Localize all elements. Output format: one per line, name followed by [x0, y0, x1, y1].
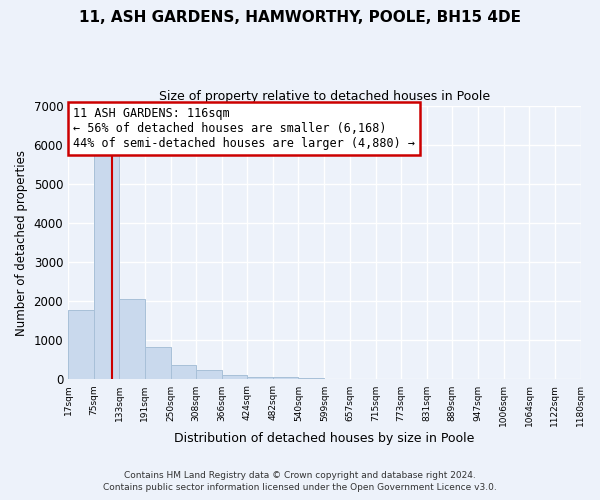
- Y-axis label: Number of detached properties: Number of detached properties: [15, 150, 28, 336]
- Bar: [196, 370, 222, 380]
- Text: 11, ASH GARDENS, HAMWORTHY, POOLE, BH15 4DE: 11, ASH GARDENS, HAMWORTHY, POOLE, BH15 …: [79, 10, 521, 25]
- Bar: [171, 365, 196, 380]
- Bar: [298, 378, 325, 380]
- X-axis label: Distribution of detached houses by size in Poole: Distribution of detached houses by size …: [174, 432, 475, 445]
- Bar: [119, 299, 145, 380]
- Bar: [145, 347, 171, 380]
- Title: Size of property relative to detached houses in Poole: Size of property relative to detached ho…: [159, 90, 490, 103]
- Bar: [247, 376, 273, 380]
- Text: Contains public sector information licensed under the Open Government Licence v3: Contains public sector information licen…: [103, 484, 497, 492]
- Bar: [273, 378, 298, 380]
- Text: Contains HM Land Registry data © Crown copyright and database right 2024.: Contains HM Land Registry data © Crown c…: [124, 471, 476, 480]
- Bar: [325, 378, 350, 380]
- Bar: [68, 310, 94, 380]
- Bar: [222, 375, 247, 380]
- Text: 11 ASH GARDENS: 116sqm
← 56% of detached houses are smaller (6,168)
44% of semi-: 11 ASH GARDENS: 116sqm ← 56% of detached…: [73, 107, 415, 150]
- Bar: [94, 154, 119, 380]
